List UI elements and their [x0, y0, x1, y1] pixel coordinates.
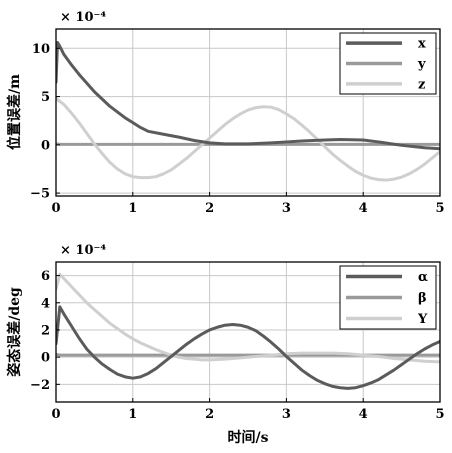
legend-label: x	[418, 37, 426, 52]
legend-label: β	[418, 291, 427, 306]
x-tick-label: 1	[128, 407, 137, 422]
series-line-3	[56, 272, 440, 364]
y-axis-label: 位置误差/m	[6, 74, 23, 150]
y-tick-label: −2	[30, 378, 50, 393]
y-tick-label: −5	[30, 187, 50, 202]
y-tick-label: 2	[41, 323, 50, 338]
x-tick-label: 2	[205, 201, 214, 216]
x-tick-label: 4	[359, 407, 368, 422]
y-tick-label: 4	[41, 296, 50, 311]
y-tick-label: 6	[41, 269, 50, 284]
x-tick-label: 3	[282, 407, 291, 422]
legend-label: z	[418, 77, 425, 92]
series-line-3	[56, 97, 440, 182]
x-tick-label: 5	[435, 407, 444, 422]
x-tick-label: 4	[359, 201, 368, 216]
legend-label: α	[418, 270, 428, 285]
exponent-label: × 10⁻⁴	[60, 10, 106, 25]
y-tick-label: 0	[41, 351, 50, 366]
y-tick-label: 0	[41, 138, 50, 153]
legend: αβY	[339, 265, 437, 330]
x-tick-label: 1	[128, 201, 137, 216]
y-axis-label: 姿态误差/deg	[6, 287, 23, 377]
legend: xyz	[339, 32, 437, 95]
series-line-2	[56, 352, 440, 357]
y-tick-label: 10	[32, 42, 50, 57]
legend-label: y	[417, 57, 426, 72]
series-line-1	[56, 305, 440, 390]
x-tick-label: 0	[51, 201, 60, 216]
axes-frame	[55, 28, 441, 197]
axes-frame	[55, 261, 441, 403]
exponent-label: × 10⁻⁴	[60, 243, 106, 258]
x-tick-label: 5	[435, 201, 444, 216]
legend-label: Y	[417, 312, 428, 327]
series-line-1	[56, 41, 440, 151]
y-tick-label: 5	[41, 90, 50, 105]
x-axis-label: 时间/s	[228, 429, 269, 446]
x-tick-label: 0	[51, 407, 60, 422]
x-tick-label: 3	[282, 201, 291, 216]
x-tick-label: 2	[205, 407, 214, 422]
